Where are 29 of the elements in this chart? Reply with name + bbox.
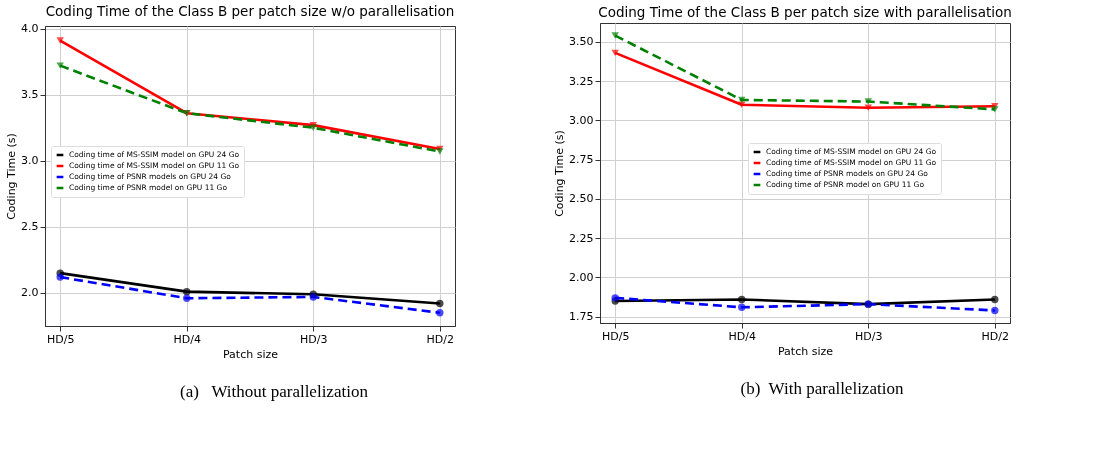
y-axis-title: Coding Time (s)	[553, 130, 567, 217]
y-tick-label: 2.5	[21, 220, 39, 234]
y-tick-label: 3.25	[569, 74, 594, 88]
y-tick-label: 2.25	[569, 231, 594, 245]
chart-title: Coding Time of the Class B per patch size w/o parallelisation	[45, 3, 455, 20]
x-tick-label: HD/2	[981, 329, 1010, 343]
y-tick-label: 3.5	[21, 88, 39, 102]
x-tick-label: HD/3	[855, 329, 883, 343]
y-tick-label: 1.75	[569, 310, 594, 324]
chart-title: Coding Time of the Class B per patch size with parallelisation	[598, 3, 1012, 20]
x-tick-label: HD/3	[300, 332, 328, 346]
x-tick-label: HD/4	[728, 329, 756, 343]
text: (a) Without parallelization	[179, 382, 369, 402]
y-tick-label: 2.0	[21, 286, 39, 300]
y-tick-label: 2.00	[569, 270, 594, 284]
x-tick-label: HD/5	[46, 332, 75, 346]
x-tick-label: HD/4	[173, 332, 201, 346]
x-axis-title: Patch size	[777, 344, 834, 358]
y-tick-label: 4.0	[21, 22, 39, 36]
text: (b) With parallelization	[739, 379, 905, 399]
y-tick-label: 3.50	[569, 35, 594, 49]
y-axis-title: Coding Time (s)	[5, 133, 19, 220]
y-tick-label: 2.50	[569, 192, 594, 206]
y-tick-label: 3.00	[569, 113, 594, 127]
y-tick-label: 2.75	[569, 153, 594, 167]
x-axis-title: Patch size	[222, 347, 279, 361]
y-tick-label: 3.0	[21, 154, 39, 168]
x-tick-label: HD/5	[601, 329, 630, 343]
x-tick-label: HD/2	[426, 332, 455, 346]
